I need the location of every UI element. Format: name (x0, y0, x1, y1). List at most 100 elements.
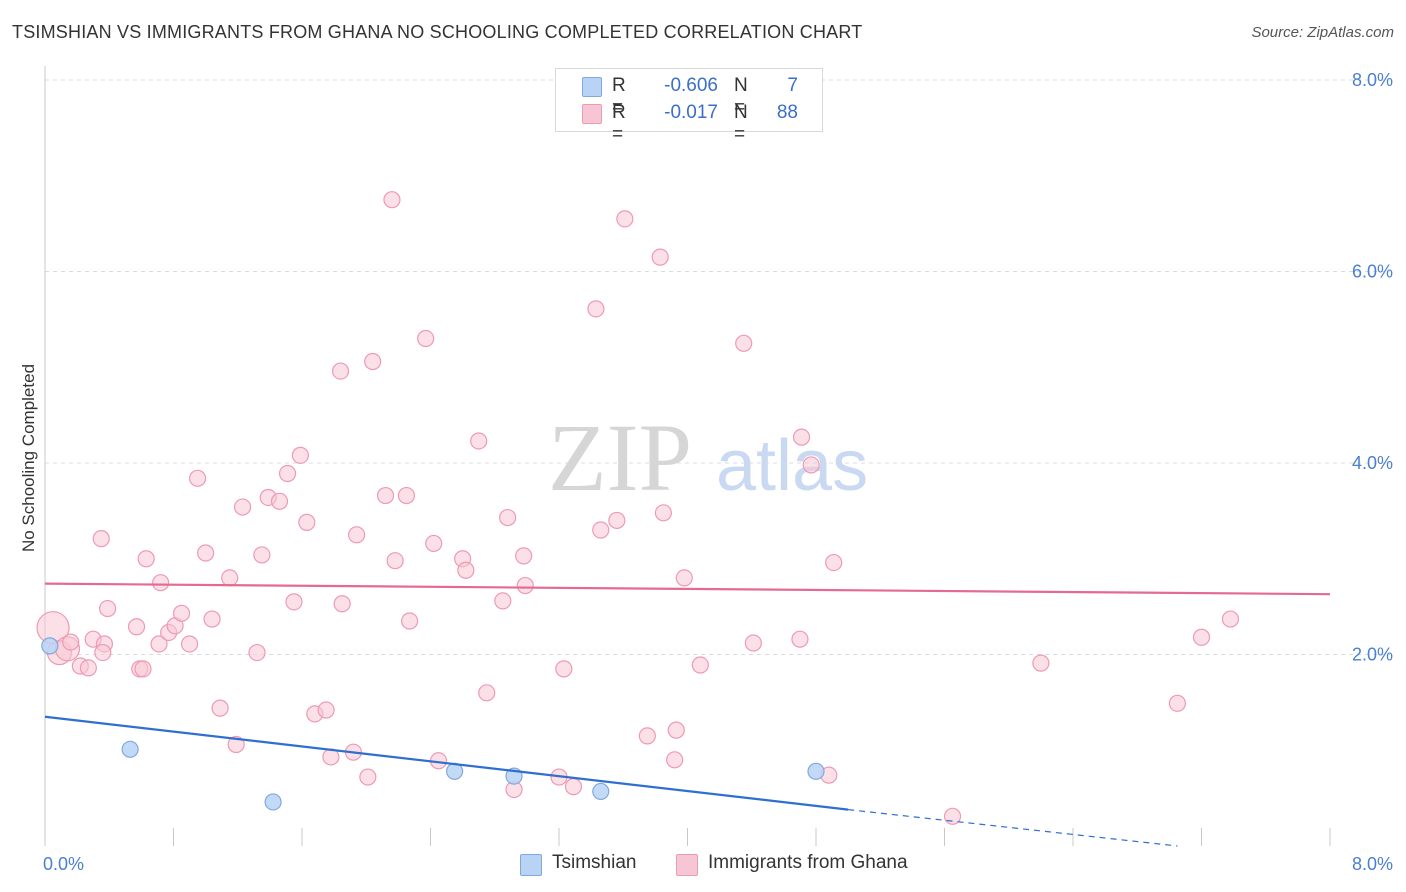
ghana-point (172, 604, 191, 622)
ghana-point (348, 526, 366, 544)
ghana-point (457, 561, 475, 579)
ghana-point (555, 660, 573, 678)
ghana-point (825, 553, 843, 572)
ghana-point (470, 432, 488, 450)
ghana-point (1168, 694, 1187, 712)
ghana-swatch (582, 104, 602, 124)
tsimshian-n-label: N = (734, 75, 748, 118)
ghana-n-value: 88 (776, 102, 798, 123)
ghana-r-value: -0.017 (664, 102, 718, 123)
ghana-point (317, 701, 335, 719)
tsimshian-trend-extension (848, 809, 1178, 847)
ghana-point (608, 511, 626, 530)
tsimshian-point (807, 762, 825, 780)
ghana-point (791, 630, 809, 648)
y-tick-label: 8.0% (1352, 70, 1393, 90)
ghana-point (270, 492, 289, 510)
ghana-r-label: R = (612, 102, 626, 145)
ghana-point (675, 569, 693, 587)
tsimshian-legend-label: Tsimshian (552, 852, 637, 873)
chart-title: TSIMSHIAN VS IMMIGRANTS FROM GHANA NO SC… (12, 22, 863, 42)
ghana-point (802, 456, 820, 474)
ghana-point (291, 446, 309, 464)
correlation-legend: R = -0.606 N = 7 R = -0.017 N = 88 (555, 68, 823, 145)
ghana-point (478, 684, 496, 702)
tsimshian-point (41, 637, 59, 655)
ghana-point (494, 592, 512, 610)
watermark-zip: ZIP (548, 404, 692, 511)
ghana-point (221, 569, 239, 587)
ghana-trend-line (44, 582, 1331, 596)
y-tick-label: 4.0% (1352, 453, 1393, 473)
ghana-point (92, 530, 110, 548)
ghana-point (150, 635, 168, 653)
ghana-point (516, 576, 534, 595)
ghana-point (792, 428, 811, 446)
ghana-point (331, 362, 350, 380)
ghana-point (1221, 610, 1240, 628)
ghana-legend-label: Immigrants from Ghana (708, 852, 908, 873)
ghana-point (386, 552, 404, 570)
ghana-point (203, 610, 221, 628)
ghana-point (285, 593, 303, 611)
ghana-point (638, 727, 656, 745)
ghana-point (62, 633, 80, 651)
ghana-point (94, 643, 112, 662)
ghana-point (79, 659, 97, 677)
ghana-point (691, 656, 709, 674)
axes (44, 66, 1331, 846)
ghana-point (227, 735, 245, 754)
ghana-point (197, 544, 215, 562)
ghana-point (667, 721, 685, 739)
ghana-point (417, 329, 435, 348)
tsimshian-trend-line (44, 715, 849, 811)
tsimshian-r-label: R = (612, 75, 626, 118)
ghana-point (188, 469, 207, 487)
ghana-point (137, 550, 155, 568)
ghana-point (744, 634, 762, 652)
tsimshian-swatch (582, 77, 602, 97)
ghana-point (376, 486, 395, 505)
ghana-point (735, 334, 753, 352)
ghana-point (564, 778, 583, 796)
ghana-point (298, 513, 316, 531)
ghana-point (425, 534, 443, 553)
y-axis-label: No Schooling Completed (19, 364, 38, 552)
tsimshian-point (592, 782, 610, 801)
ghana-point (359, 768, 377, 786)
ghana-point (278, 464, 297, 483)
ghana-point (364, 352, 382, 371)
x-tick-label-max: 8.0% (1352, 854, 1393, 874)
grid-lines (45, 79, 1390, 655)
ghana-point (152, 574, 170, 592)
ghana-point (397, 486, 416, 505)
source-label: Source: ZipAtlas.com (1251, 24, 1394, 41)
x-tick-label-min: 0.0% (43, 854, 84, 874)
tsimshian-n-value: 7 (787, 75, 798, 96)
ghana-point (499, 508, 517, 527)
tsimshian-legend-swatch (520, 854, 542, 876)
ghana-point (592, 521, 610, 539)
ghana-point (587, 300, 605, 318)
ghana-point (401, 612, 419, 630)
ghana-point (383, 191, 401, 209)
ghana-point (211, 699, 229, 717)
y-tick-label: 6.0% (1352, 262, 1393, 282)
trend-lines (44, 582, 1331, 847)
ghana-point (127, 618, 146, 636)
ghana-point (180, 635, 199, 653)
tsimshian-r-value: -0.606 (664, 75, 718, 96)
ghana-point (134, 660, 152, 678)
ghana-point (99, 599, 117, 618)
ghana-point (616, 210, 634, 228)
watermark-atlas: atlas (716, 426, 868, 506)
ghana-point (666, 751, 684, 769)
ghana-point (651, 248, 669, 266)
tsimshian-point (264, 793, 282, 811)
ghana-point (253, 546, 271, 564)
tick-labels: 2.0% 4.0% 6.0% 8.0% 0.0% 8.0% (43, 70, 1393, 874)
y-tick-label: 2.0% (1352, 645, 1393, 665)
ghana-point (1192, 628, 1211, 646)
ghana-point (333, 595, 351, 613)
